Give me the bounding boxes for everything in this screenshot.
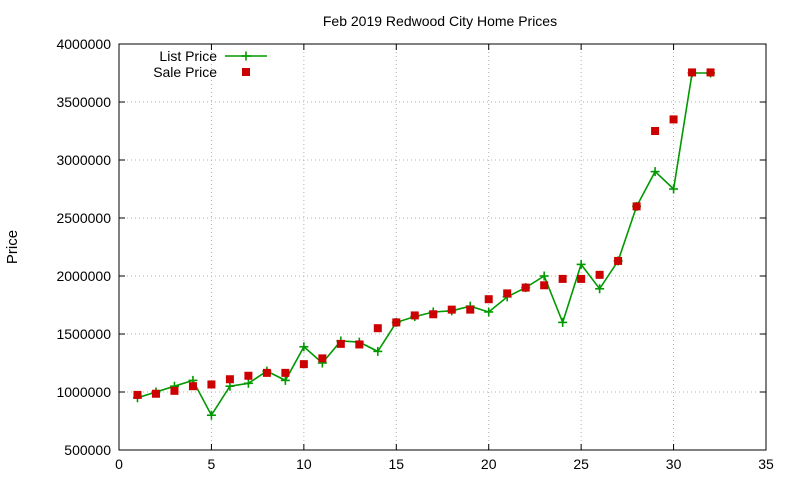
- chart-title: Feb 2019 Redwood City Home Prices: [323, 13, 557, 29]
- list-price-point: [539, 271, 549, 281]
- plot-frame: [118, 43, 767, 451]
- y-tick-label: 1000000: [56, 384, 111, 400]
- list-price-point: [206, 410, 216, 420]
- grid-lines: [119, 44, 766, 450]
- sale-price-point: [521, 283, 530, 292]
- sale-price-point: [558, 274, 567, 283]
- sale-price-point: [373, 324, 382, 333]
- list-price-point: [373, 346, 383, 356]
- sale-price-point: [355, 340, 364, 349]
- list-price-point: [558, 317, 568, 327]
- x-tick-label: 0: [115, 456, 123, 472]
- data-series: [132, 68, 716, 420]
- sale-price-point: [688, 68, 697, 77]
- sale-price-point: [336, 339, 345, 348]
- axis-ticks: 0 5 10 15 20 25 30 35 500000 1000000 1500000 200000…: [56, 36, 774, 472]
- sale-price-point: [281, 368, 290, 377]
- y-tick-label: 4000000: [56, 36, 111, 52]
- sale-price-point: [466, 305, 475, 314]
- sale-price-point: [262, 368, 271, 377]
- sale-price-point: [133, 390, 142, 399]
- legend-swatch-list-marker: [241, 51, 251, 61]
- sale-price-point: [540, 281, 549, 290]
- list-price-point: [243, 378, 253, 388]
- sale-price-point: [669, 115, 678, 124]
- list-price-point: [280, 375, 290, 385]
- y-tick-label: 3000000: [56, 152, 111, 168]
- list-price-point: [650, 167, 660, 177]
- x-tick-label: 35: [758, 456, 774, 472]
- y-tick-label: 2500000: [56, 210, 111, 226]
- list-price-point: [484, 307, 494, 317]
- sale-price-point: [170, 386, 179, 395]
- legend-label-list-price: List Price: [159, 48, 217, 64]
- y-tick-label: 500000: [64, 442, 111, 458]
- y-tick-label: 2000000: [56, 268, 111, 284]
- y-axis-label: Price: [4, 230, 21, 264]
- list-price-point: [595, 284, 605, 294]
- x-tick-label: 5: [208, 456, 216, 472]
- y-tick-label: 1500000: [56, 326, 111, 342]
- legend-swatch-sale-marker: [242, 68, 250, 76]
- sale-price-point: [207, 380, 216, 389]
- x-tick-label: 30: [666, 456, 682, 472]
- sale-price-point: [614, 256, 623, 265]
- list-price-line: [137, 72, 711, 417]
- sale-price-point: [651, 127, 660, 135]
- sale-price-point: [706, 68, 715, 77]
- sale-price-point: [225, 375, 234, 384]
- legend-label-sale-price: Sale Price: [153, 64, 217, 80]
- sale-price-point: [577, 274, 586, 283]
- y-tick-label: 3500000: [56, 94, 111, 110]
- sale-price-point: [410, 311, 419, 320]
- list-price-point: [576, 259, 586, 269]
- sale-price-point: [151, 389, 160, 398]
- sale-price-point: [484, 295, 493, 304]
- x-tick-label: 25: [573, 456, 589, 472]
- sale-price-point: [503, 289, 512, 298]
- sale-price-point: [429, 310, 438, 319]
- x-tick-label: 10: [296, 456, 312, 472]
- sale-price-point: [244, 371, 253, 380]
- list-price-point: [669, 184, 679, 194]
- sale-price-point: [188, 382, 197, 391]
- sale-price-point: [299, 360, 308, 369]
- x-tick-label: 15: [388, 456, 404, 472]
- sale-price-point: [392, 318, 401, 327]
- sale-price-point: [318, 354, 327, 363]
- sale-price-point: [447, 305, 456, 314]
- x-tick-label: 20: [481, 456, 497, 472]
- sale-price-point: [632, 202, 641, 211]
- sale-price-point: [595, 270, 604, 279]
- list-price-point: [299, 342, 309, 352]
